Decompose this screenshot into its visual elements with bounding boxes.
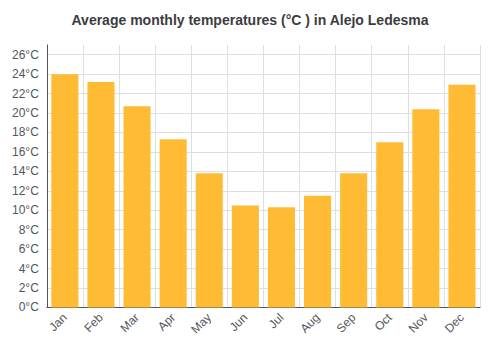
svg-text:Aug: Aug [298,311,323,336]
svg-text:0°C: 0°C [19,300,39,314]
svg-text:26°C: 26°C [12,48,39,62]
svg-text:May: May [188,311,214,337]
svg-text:4°C: 4°C [19,262,39,276]
svg-text:6°C: 6°C [19,242,39,256]
svg-text:24°C: 24°C [12,67,39,81]
svg-text:Average monthly temperatures (: Average monthly temperatures (°C ) in Al… [72,12,429,28]
svg-text:12°C: 12°C [12,184,39,198]
svg-text:10°C: 10°C [12,203,39,217]
svg-text:Apr: Apr [155,311,178,334]
svg-text:2°C: 2°C [19,281,39,295]
svg-text:18°C: 18°C [12,125,39,139]
svg-text:Feb: Feb [81,310,106,335]
svg-text:Jan: Jan [46,311,70,335]
svg-text:16°C: 16°C [12,145,39,159]
svg-text:8°C: 8°C [19,223,39,237]
svg-text:20°C: 20°C [12,106,39,120]
svg-text:Mar: Mar [118,311,143,335]
svg-text:Sep: Sep [334,310,359,335]
svg-text:Nov: Nov [406,311,431,336]
svg-text:Jul: Jul [266,311,287,332]
svg-text:14°C: 14°C [12,164,39,178]
svg-text:22°C: 22°C [12,87,39,101]
svg-text:Jun: Jun [227,311,251,335]
svg-text:Dec: Dec [442,311,467,336]
svg-text:Oct: Oct [372,310,396,334]
